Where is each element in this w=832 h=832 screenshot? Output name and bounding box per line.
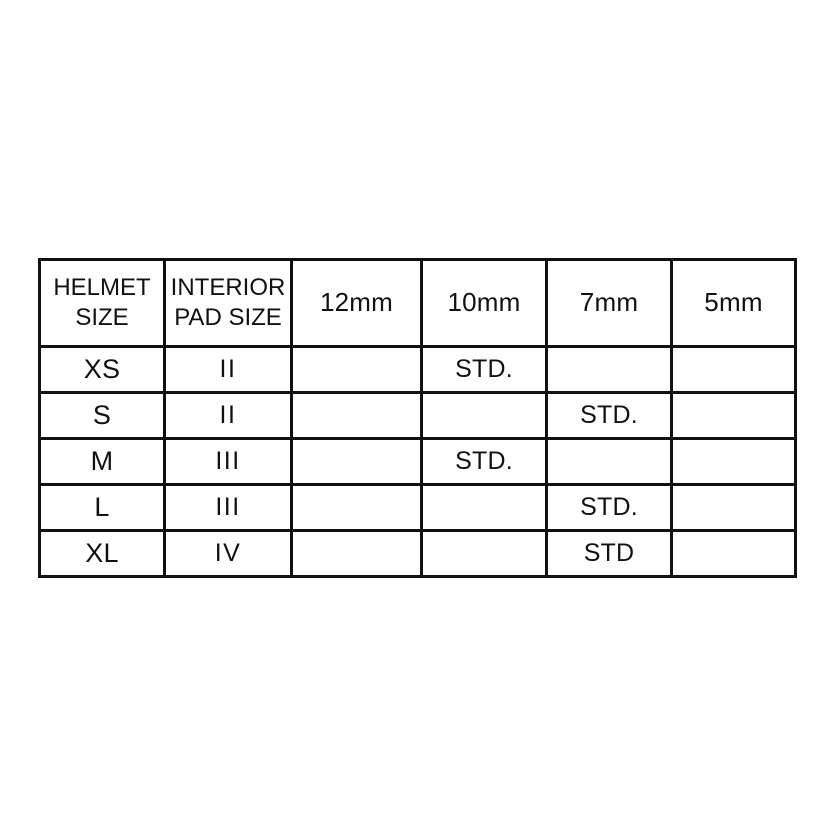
table-row: XL IV STD: [38, 529, 797, 578]
cell-5mm: [670, 345, 797, 394]
column-header-interior-pad-size-line1: INTERIOR: [170, 274, 286, 301]
column-header-interior-pad-size-line2: PAD SIZE: [174, 304, 282, 331]
cell-pad-size: III: [163, 437, 293, 486]
cell-12mm: [290, 483, 423, 532]
cell-helmet-size: S: [38, 391, 166, 440]
cell-helmet-size: M: [38, 437, 166, 486]
cell-10mm: [420, 391, 548, 440]
cell-7mm: [545, 437, 673, 486]
cell-5mm: [670, 391, 797, 440]
table-row: L III STD.: [38, 483, 797, 532]
column-header-helmet-size-line2: SIZE: [75, 304, 129, 331]
column-header-5mm: 5mm: [670, 258, 797, 348]
table-row: M III STD.: [38, 437, 797, 486]
helmet-pad-size-table: HELMET SIZE INTERIOR PAD SIZE 12mm 10mm …: [38, 258, 797, 578]
cell-10mm: [420, 529, 548, 578]
cell-helmet-size: XS: [38, 345, 166, 394]
column-header-10mm: 10mm: [420, 258, 548, 348]
column-header-helmet-size: HELMET SIZE: [38, 258, 166, 348]
cell-pad-size: IV: [163, 529, 293, 578]
table-row: XS II STD.: [38, 345, 797, 394]
column-header-interior-pad-size: INTERIOR PAD SIZE: [163, 258, 293, 348]
cell-helmet-size: L: [38, 483, 166, 532]
cell-5mm: [670, 437, 797, 486]
table-header: HELMET SIZE INTERIOR PAD SIZE 12mm 10mm …: [38, 258, 797, 348]
cell-10mm: STD.: [420, 345, 548, 394]
header-row: HELMET SIZE INTERIOR PAD SIZE 12mm 10mm …: [38, 258, 797, 348]
cell-7mm: STD: [545, 529, 673, 578]
cell-5mm: [670, 529, 797, 578]
column-header-7mm: 7mm: [545, 258, 673, 348]
cell-7mm: STD.: [545, 483, 673, 532]
cell-pad-size: III: [163, 483, 293, 532]
table-row: S II STD.: [38, 391, 797, 440]
cell-7mm: STD.: [545, 391, 673, 440]
cell-12mm: [290, 529, 423, 578]
cell-12mm: [290, 437, 423, 486]
cell-pad-size: II: [163, 345, 293, 394]
column-header-helmet-size-line1: HELMET: [53, 274, 151, 301]
table-body: XS II STD. S II STD. M III: [38, 345, 797, 578]
cell-7mm: [545, 345, 673, 394]
cell-pad-size: II: [163, 391, 293, 440]
cell-12mm: [290, 391, 423, 440]
cell-12mm: [290, 345, 423, 394]
column-header-12mm: 12mm: [290, 258, 423, 348]
cell-helmet-size: XL: [38, 529, 166, 578]
size-chart-container: HELMET SIZE INTERIOR PAD SIZE 12mm 10mm …: [38, 258, 797, 578]
cell-10mm: [420, 483, 548, 532]
cell-10mm: STD.: [420, 437, 548, 486]
cell-5mm: [670, 483, 797, 532]
